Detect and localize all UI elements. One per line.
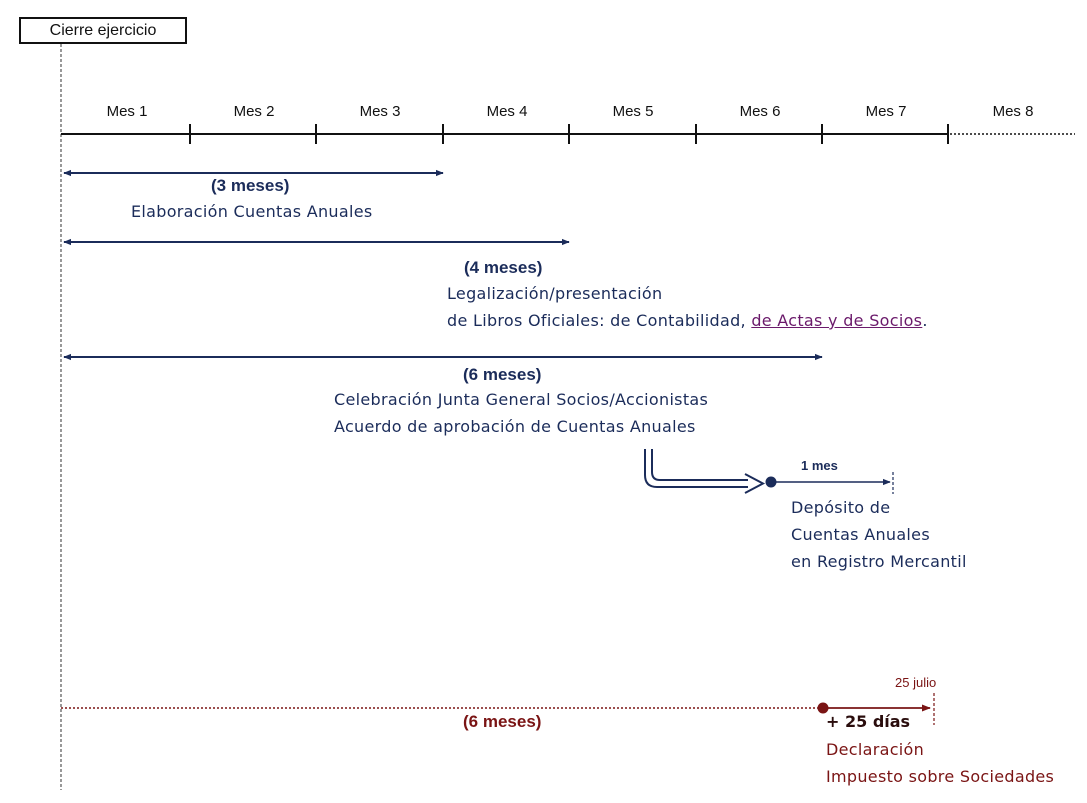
date-25-julio: 25 julio	[895, 675, 937, 690]
month-label: Mes 2	[233, 103, 275, 120]
cierre-ejercicio-box: Cierre ejercicio	[19, 17, 187, 44]
cuentas-label: Elaboración Cuentas Anuales	[131, 202, 373, 221]
libros-line2-prefix: de Libros Oficiales: de Contabilidad,	[447, 311, 746, 330]
month-label: Mes 7	[865, 103, 907, 120]
deposito-line2: Cuentas Anuales	[791, 525, 930, 544]
month-label: Mes 8	[992, 103, 1034, 120]
junta-line1: Celebración Junta General Socios/Accioni…	[334, 390, 709, 409]
extra-25-dias: + 25 días	[826, 712, 911, 731]
deposito-line3: en Registro Mercantil	[791, 552, 967, 571]
duration-3-meses: (3 meses)	[211, 176, 290, 195]
month-label: Mes 1	[106, 103, 148, 120]
actas-socios-link[interactable]: de Actas y de Socios	[751, 311, 923, 330]
libros-line2: de Libros Oficiales: de Contabilidad, de…	[447, 311, 928, 330]
month-label: Mes 5	[612, 103, 654, 120]
deposito-line1: Depósito de	[791, 498, 891, 517]
month-label: Mes 3	[359, 103, 401, 120]
libros-line2-suffix: .	[922, 311, 928, 330]
month-label: Mes 4	[486, 103, 528, 120]
duration-6-meses: (6 meses)	[463, 365, 542, 384]
month-label: Mes 6	[739, 103, 781, 120]
impuesto-line2: Impuesto sobre Sociedades	[826, 767, 1055, 786]
libros-line1: Legalización/presentación	[447, 284, 663, 303]
duration-impuesto-6-meses: (6 meses)	[463, 712, 542, 731]
duration-4-meses: (4 meses)	[464, 258, 543, 277]
duration-1-mes: 1 mes	[801, 458, 838, 473]
impuesto-line1: Declaración	[826, 740, 925, 759]
bent-double-arrow	[644, 449, 766, 494]
junta-line2: Acuerdo de aprobación de Cuentas Anuales	[334, 417, 696, 436]
